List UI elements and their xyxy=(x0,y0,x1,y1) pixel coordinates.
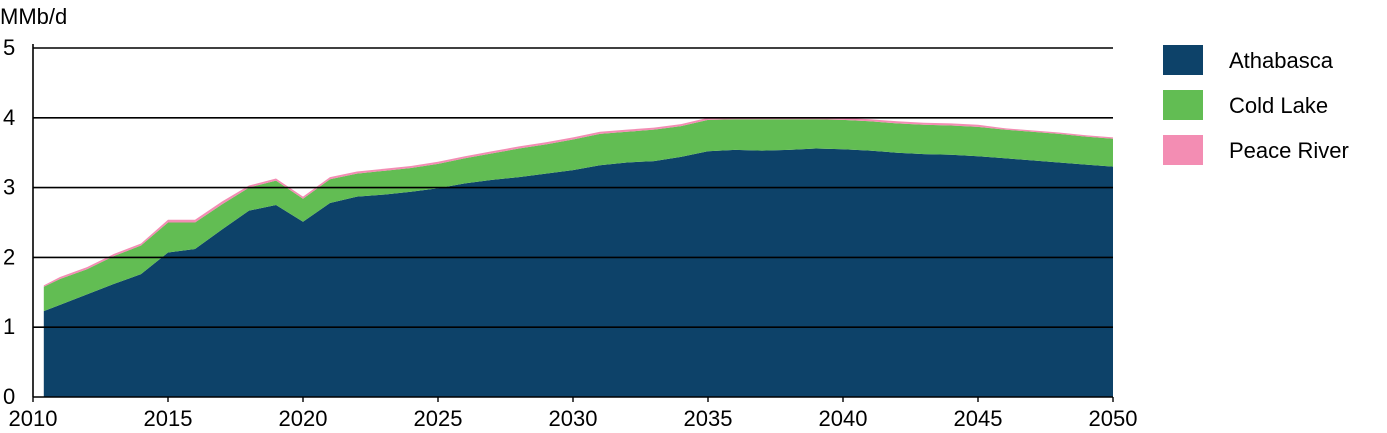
legend-swatch-peace-river xyxy=(1163,135,1203,165)
y-tick-label: 1 xyxy=(3,314,15,339)
legend: Athabasca Cold Lake Peace River xyxy=(1163,45,1349,165)
x-tick-label: 2020 xyxy=(279,406,328,431)
area-cold-lake xyxy=(43,119,1113,312)
tick-labels: 0 1 2 3 4 5 2010 2015 2020 2025 2030 2035 2040 2045 20… xyxy=(3,35,1137,431)
y-tick-label: 0 xyxy=(3,384,15,409)
y-tick-label: 2 xyxy=(3,244,15,269)
x-tick-label: 2045 xyxy=(954,406,1003,431)
legend-label-peace-river: Peace River xyxy=(1229,138,1349,163)
legend-label-cold-lake: Cold Lake xyxy=(1229,93,1328,118)
legend-swatch-cold-lake xyxy=(1163,90,1203,120)
x-tick-label: 2050 xyxy=(1089,406,1138,431)
y-tick-label: 3 xyxy=(3,175,15,200)
y-axis-title: MMb/d xyxy=(0,4,67,29)
horizontal-gridlines xyxy=(33,47,1113,329)
series-areas xyxy=(43,117,1113,397)
legend-swatch-athabasca xyxy=(1163,45,1203,75)
y-tick-label: 5 xyxy=(3,35,15,60)
x-tick-label: 2030 xyxy=(549,406,598,431)
x-tick-label: 2025 xyxy=(414,406,463,431)
x-tick-label: 2040 xyxy=(819,406,868,431)
area-athabasca xyxy=(43,148,1113,397)
x-tick-label: 2015 xyxy=(144,406,193,431)
y-tick-label: 4 xyxy=(3,105,15,130)
x-tick-label: 2010 xyxy=(9,406,58,431)
legend-label-athabasca: Athabasca xyxy=(1229,48,1334,73)
x-tick-label: 2035 xyxy=(684,406,733,431)
